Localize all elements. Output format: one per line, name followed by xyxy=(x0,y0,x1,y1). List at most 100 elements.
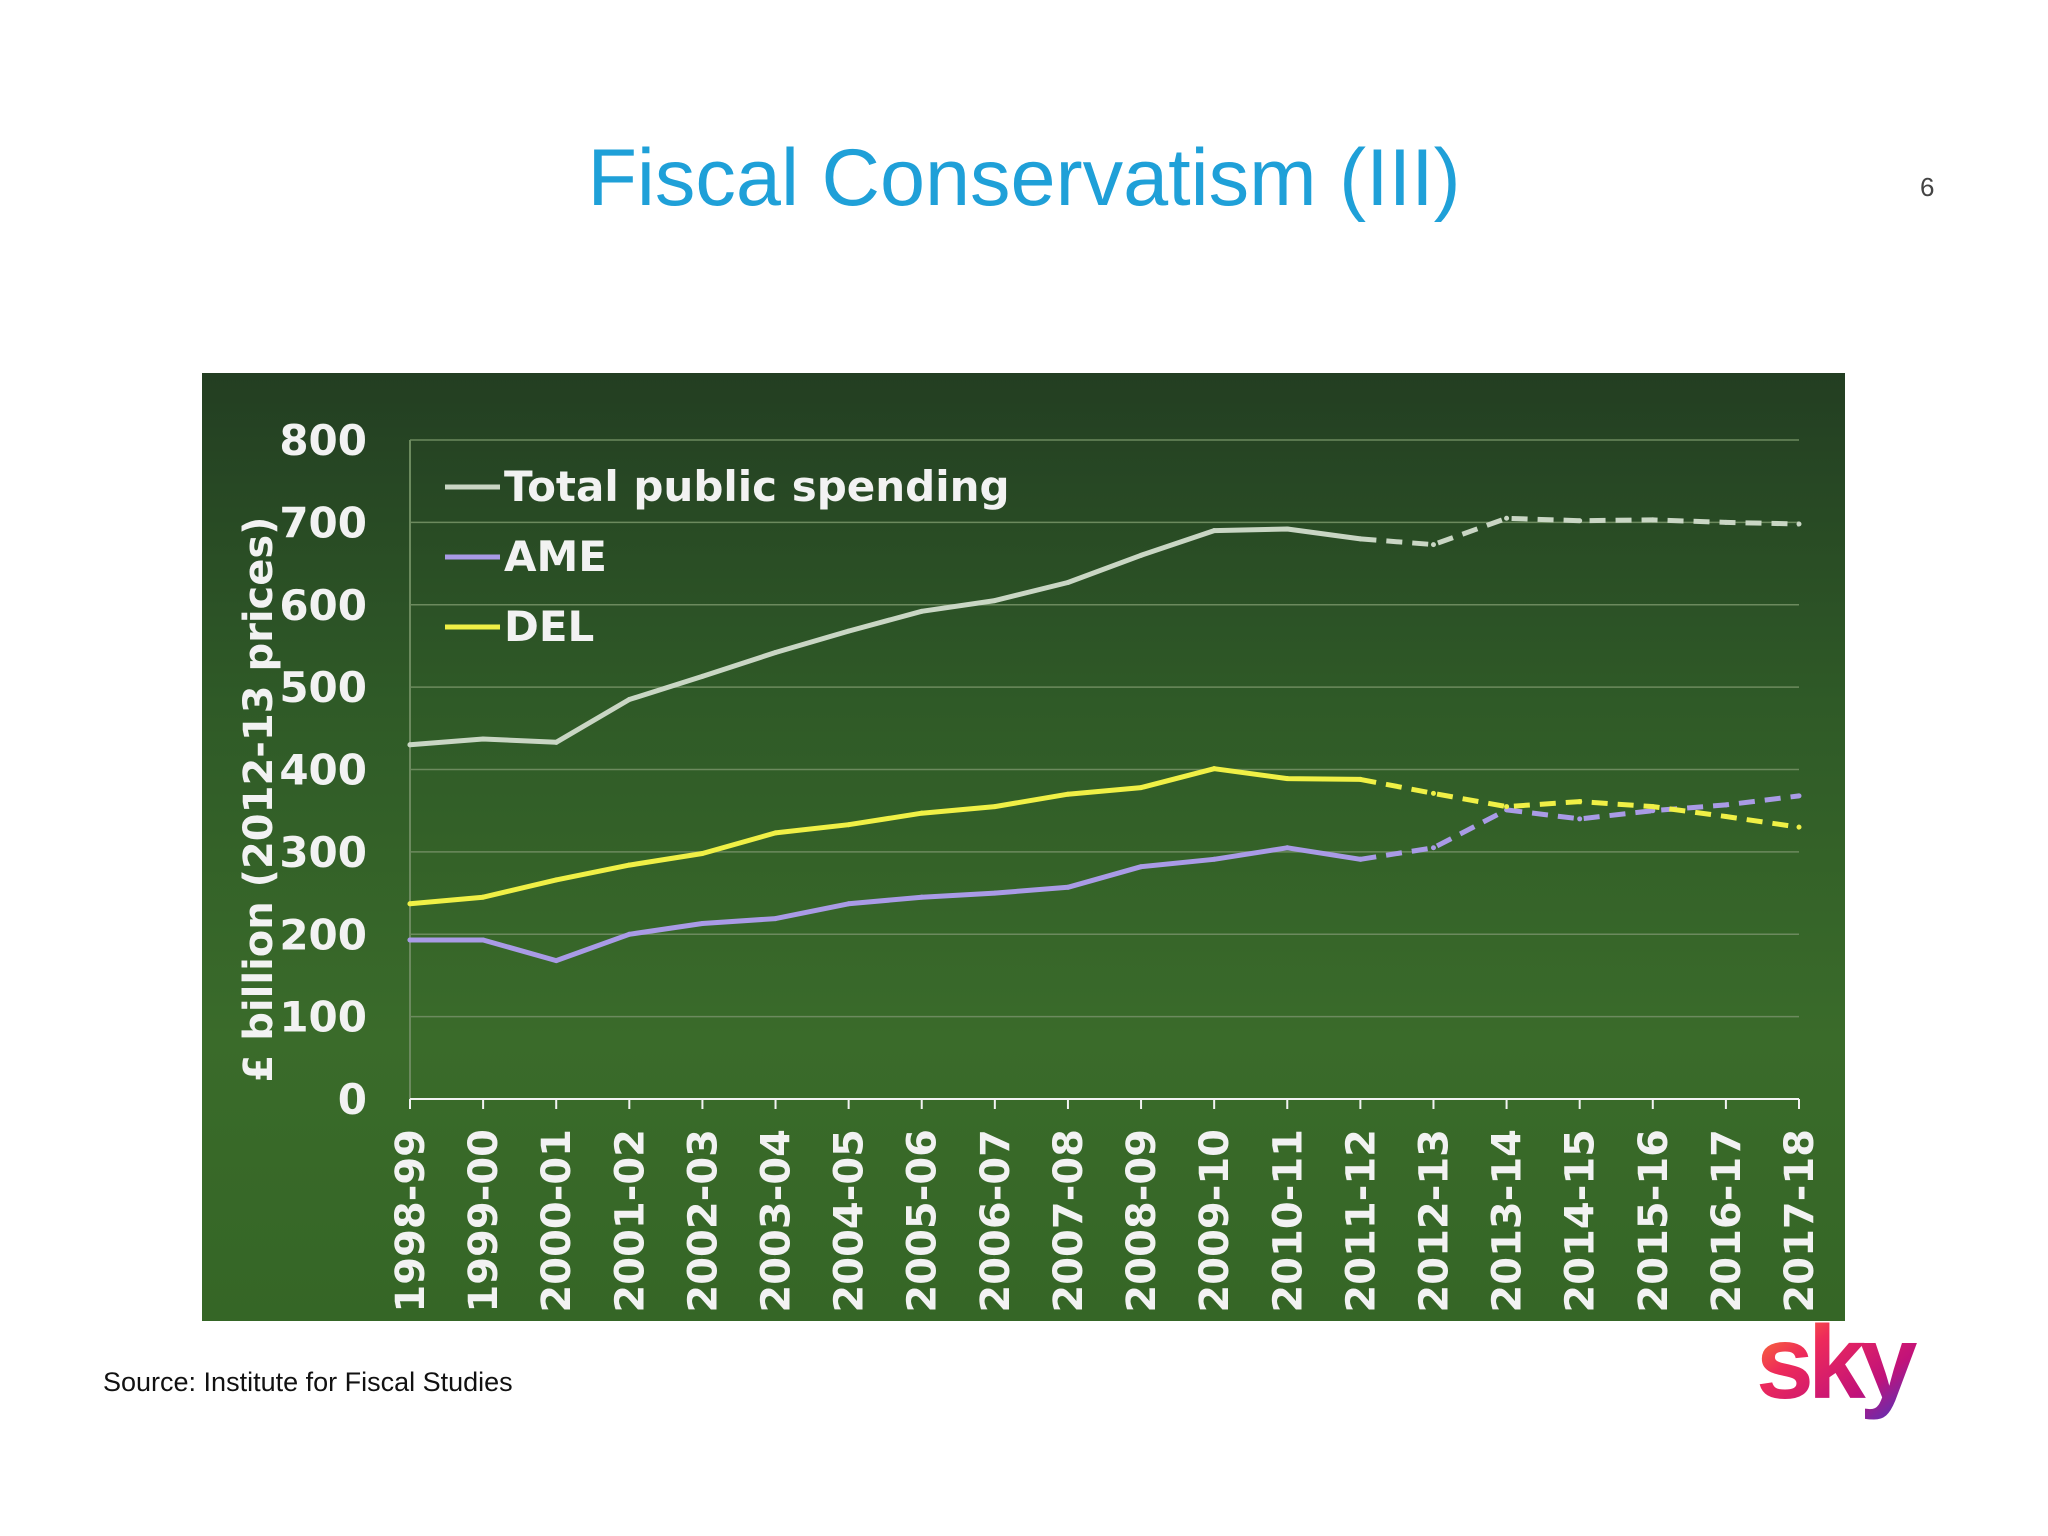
data-point xyxy=(1065,884,1071,890)
legend-label: AME xyxy=(504,532,607,581)
data-point xyxy=(1577,799,1583,805)
data-point xyxy=(407,901,413,907)
sky-logo: sky xyxy=(1756,1305,1924,1421)
data-point xyxy=(1723,813,1729,819)
axes xyxy=(409,440,1800,1109)
data-point xyxy=(1357,776,1363,782)
data-point xyxy=(480,894,486,900)
x-tick-label: 2000-01 xyxy=(534,1129,580,1313)
data-point xyxy=(992,890,998,896)
x-tick-label: 2017-18 xyxy=(1777,1129,1823,1313)
data-point xyxy=(626,696,632,702)
x-tick-label: 2012-13 xyxy=(1411,1129,1457,1313)
x-tick-label: 2005-06 xyxy=(900,1129,946,1313)
data-point xyxy=(407,937,413,943)
x-tick-label: 2009-10 xyxy=(1192,1129,1238,1313)
data-point xyxy=(1284,776,1290,782)
series-lines xyxy=(407,515,1802,964)
y-tick-label: 300 xyxy=(279,828,367,877)
y-tick-label: 600 xyxy=(279,581,367,630)
svg-text:sky: sky xyxy=(1756,1305,1918,1421)
y-tick-label: 100 xyxy=(279,993,367,1042)
data-point xyxy=(1211,528,1217,534)
data-point xyxy=(1138,552,1144,558)
data-point xyxy=(1430,542,1436,548)
page-number: 6 xyxy=(1920,172,1935,202)
data-point xyxy=(407,742,413,748)
legend-label: DEL xyxy=(504,602,594,651)
data-point xyxy=(1284,526,1290,532)
data-point xyxy=(1650,804,1656,810)
data-point xyxy=(919,608,925,614)
data-point xyxy=(773,830,779,836)
x-tick-label: 2007-08 xyxy=(1046,1129,1092,1313)
data-point xyxy=(1357,856,1363,862)
data-point xyxy=(480,937,486,943)
x-tick-label: 2014-15 xyxy=(1558,1129,1604,1313)
x-tick-label: 2004-05 xyxy=(827,1129,873,1313)
data-point xyxy=(1796,793,1802,799)
y-tick-label: 200 xyxy=(279,910,367,959)
data-point xyxy=(1650,517,1656,523)
data-point xyxy=(553,958,559,964)
data-point xyxy=(1504,804,1510,810)
data-point xyxy=(1577,816,1583,822)
data-point xyxy=(1138,785,1144,791)
data-point xyxy=(1284,845,1290,851)
y-tick-label: 0 xyxy=(338,1075,367,1124)
x-tick-label: 2002-03 xyxy=(680,1129,726,1313)
data-point xyxy=(1577,518,1583,524)
data-point xyxy=(1723,802,1729,808)
grid-lines xyxy=(410,439,1799,1018)
legend-label: Total public spending xyxy=(504,462,1010,511)
y-tick-label: 700 xyxy=(279,498,367,547)
data-point xyxy=(1138,864,1144,870)
data-point xyxy=(626,862,632,868)
series-line-forecast xyxy=(1360,793,1800,862)
legend: Total public spending AME DEL xyxy=(445,462,1010,651)
data-point xyxy=(773,916,779,922)
y-tick-label: 800 xyxy=(279,416,367,465)
data-point xyxy=(992,804,998,810)
y-tick-label: 400 xyxy=(279,746,367,795)
series-line-actual xyxy=(407,766,1363,907)
series-line-actual xyxy=(407,845,1363,964)
x-tick-label: 2008-09 xyxy=(1119,1129,1165,1313)
data-point xyxy=(553,877,559,883)
x-tick-label: 2006-07 xyxy=(973,1129,1019,1313)
data-point xyxy=(1723,519,1729,525)
axis-labels: 0 100 200 300 400 500 600 700 800 1998-99 1999-00 2… xyxy=(236,416,1823,1313)
x-tick-label: 2010-11 xyxy=(1265,1129,1311,1313)
data-point xyxy=(919,810,925,816)
data-point xyxy=(846,822,852,828)
data-point xyxy=(1504,515,1510,521)
y-axis-title: £ billion (2012-13 prices) xyxy=(236,517,282,1083)
data-point xyxy=(699,673,705,679)
source-note: Source: Institute for Fiscal Studies xyxy=(103,1367,513,1397)
x-tick-label: 2016-17 xyxy=(1704,1129,1750,1313)
x-tick-label: 2001-02 xyxy=(607,1129,653,1313)
data-point xyxy=(699,851,705,857)
data-point xyxy=(626,931,632,937)
y-tick-label: 500 xyxy=(279,663,367,712)
data-point xyxy=(1065,791,1071,797)
data-point xyxy=(553,739,559,745)
data-point xyxy=(1430,845,1436,851)
data-point xyxy=(1650,808,1656,814)
data-point xyxy=(773,650,779,656)
data-point xyxy=(1211,856,1217,862)
data-point xyxy=(919,894,925,900)
data-point xyxy=(846,901,852,907)
data-point xyxy=(699,921,705,927)
data-point xyxy=(480,736,486,742)
data-point xyxy=(1065,580,1071,586)
data-point xyxy=(1211,766,1217,772)
x-tick-label: 1998-99 xyxy=(388,1129,434,1313)
page-title: Fiscal Conservatism (III) xyxy=(587,133,1461,223)
data-point xyxy=(1430,790,1436,796)
spending-line-chart: 0 100 200 300 400 500 600 700 800 1998-99 1999-00 2… xyxy=(236,416,1823,1313)
x-tick-label: 2013-14 xyxy=(1485,1129,1531,1313)
data-point xyxy=(1357,536,1363,542)
data-point xyxy=(1796,824,1802,830)
x-tick-label: 1999-00 xyxy=(461,1129,507,1313)
